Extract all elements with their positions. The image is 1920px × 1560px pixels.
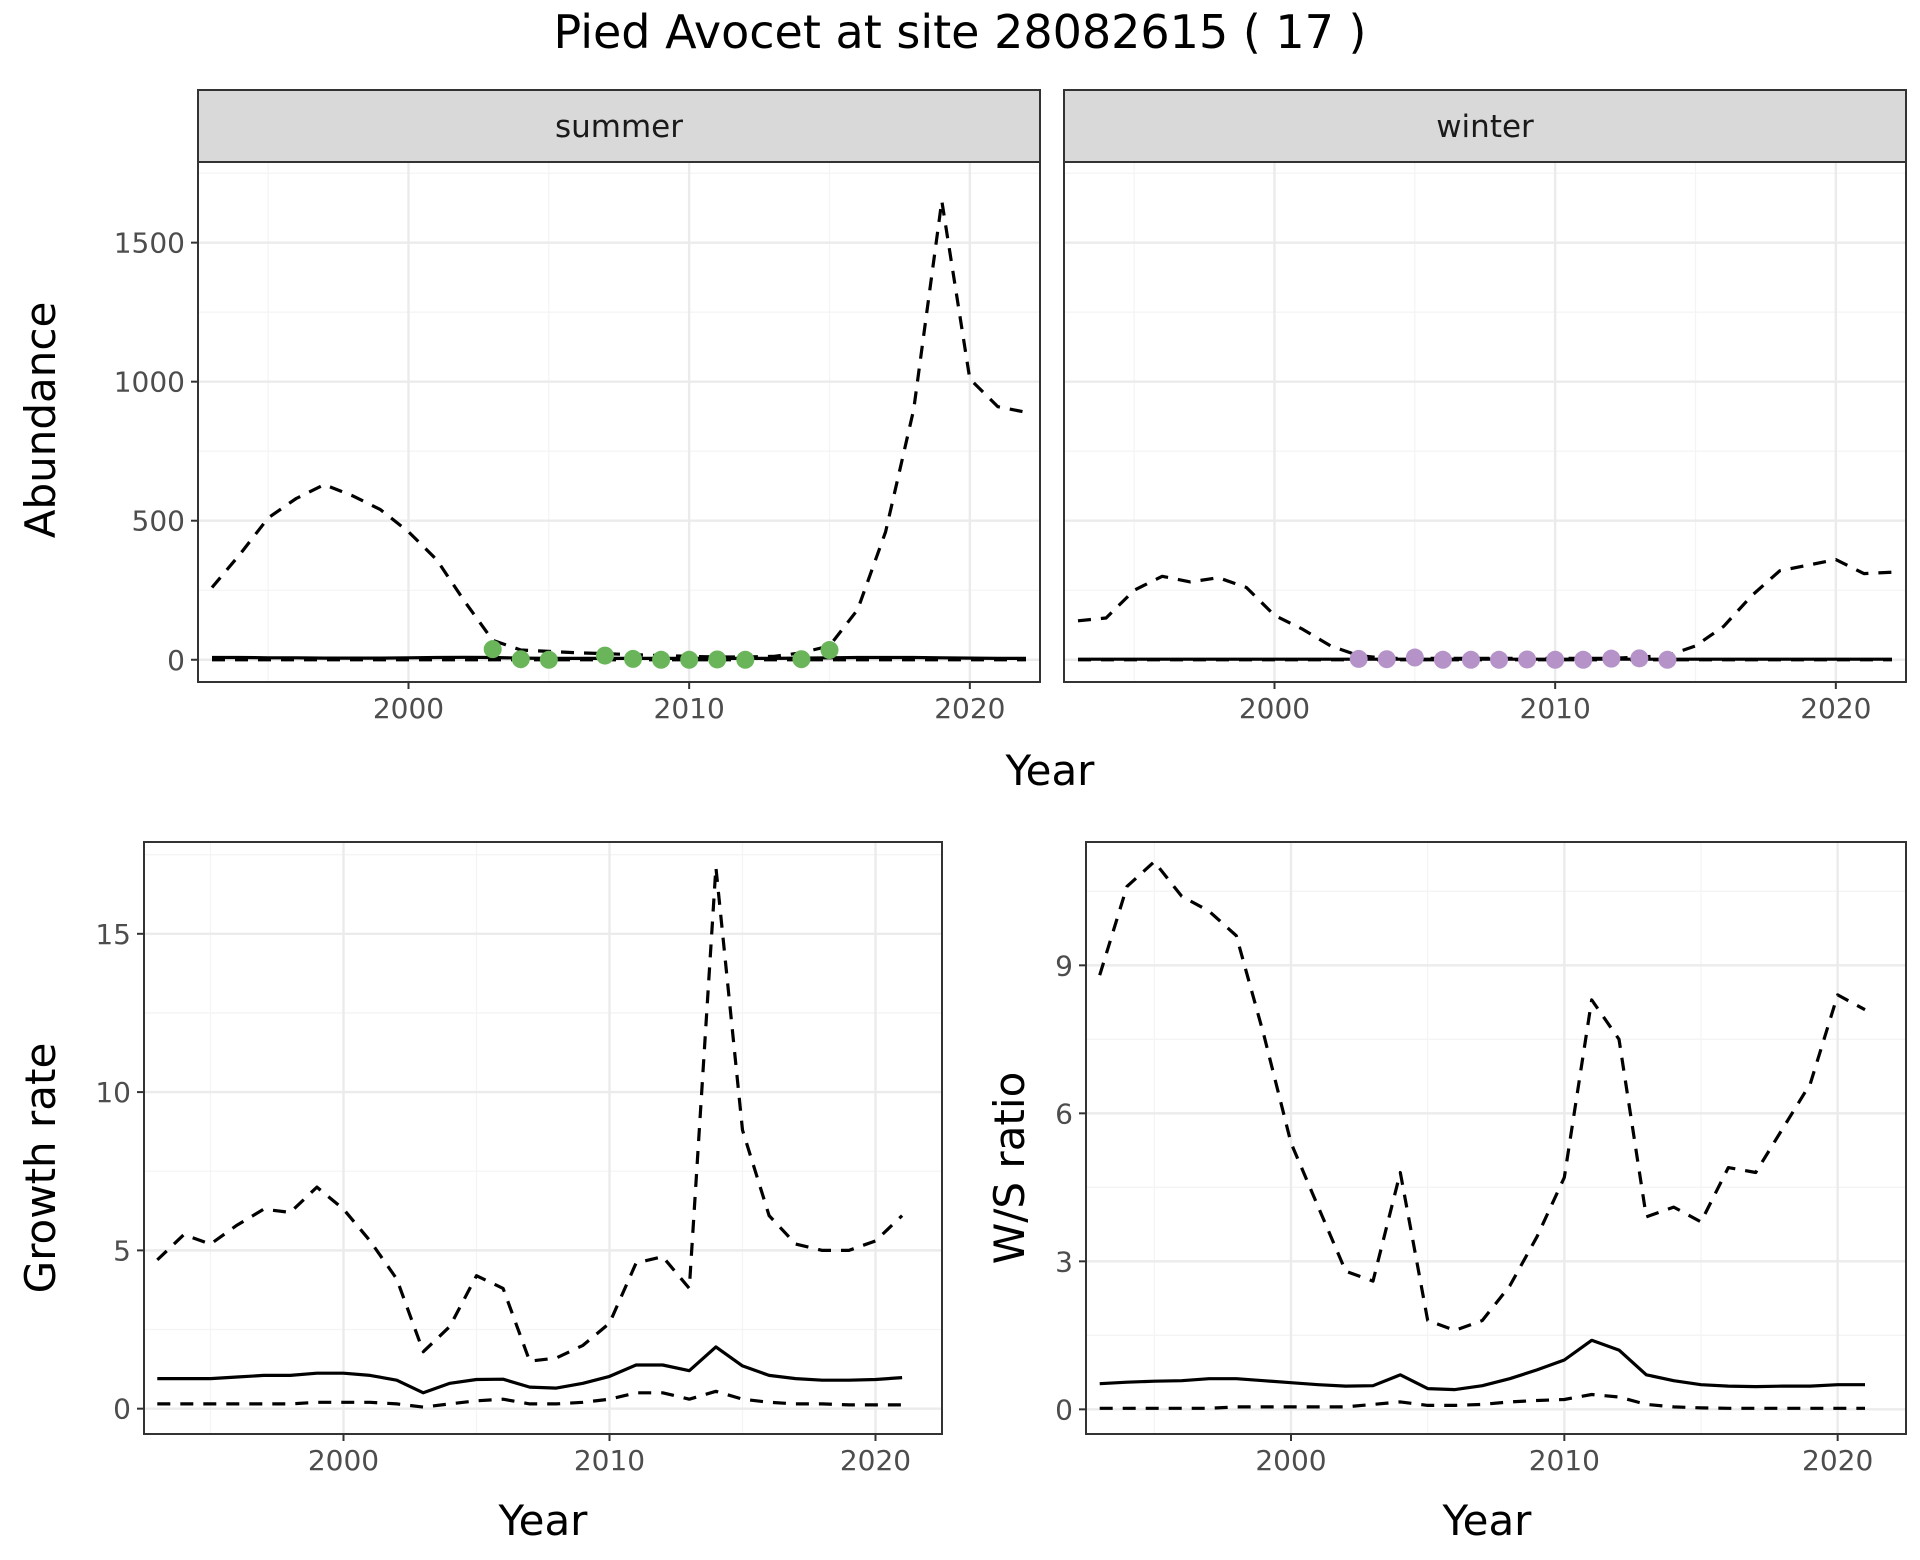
summer-observed-point — [595, 646, 614, 665]
ratio-y-tick-label: 6 — [1055, 1097, 1073, 1130]
growth-y-tick-label: 15 — [95, 918, 131, 951]
growth-plot-background — [144, 842, 942, 1434]
winter-observed-point — [1461, 650, 1480, 669]
growth-upper-bound-line — [156, 865, 904, 1363]
growth-y-tick-label: 0 — [113, 1393, 131, 1426]
ratio-upper-bound-line — [1098, 860, 1866, 1332]
winter-observed-point — [1602, 649, 1621, 668]
summer-observed-point — [483, 640, 502, 659]
summer-observed-point — [820, 641, 839, 660]
ratio-y-axis-title: W/S ratio — [985, 1072, 1034, 1265]
growth-y-axis-title: Growth rate — [16, 1043, 65, 1294]
growth-y-tick-label: 5 — [113, 1234, 131, 1267]
winter-observed-point — [1658, 650, 1677, 669]
summer-plot-background — [198, 162, 1040, 682]
winter-observed-point — [1405, 648, 1424, 667]
ratio-lower-bound-line — [1099, 1392, 1865, 1410]
summer-x-tick-label: 2020 — [934, 692, 1005, 725]
winter-observed-point — [1518, 650, 1537, 669]
ratio-panel: 2000 2010 2020 0 3 6 9 — [1055, 841, 1907, 1477]
growth-panel-border — [143, 841, 943, 1435]
summer-series-group — [210, 199, 1027, 662]
winter-x-tick-label: 2020 — [1800, 692, 1871, 725]
winter-observed-point — [1490, 650, 1509, 669]
winter-series-group — [1077, 558, 1893, 662]
abundance-x-axis-title: Year — [1005, 746, 1096, 795]
winter-panel: 2000 2010 2020 winter — [1063, 89, 1907, 725]
summer-observed-point — [792, 650, 811, 669]
ratio-x-tick-label: 2020 — [1802, 1444, 1873, 1477]
winter-observed-point — [1433, 650, 1452, 669]
figure-title: Pied Avocet at site 28082615 ( 17 ) — [554, 5, 1367, 59]
abundance-y-axis-title: Abundance — [16, 302, 65, 539]
growth-x-tick-label: 2000 — [308, 1444, 379, 1477]
summer-y-tick-label: 1500 — [114, 227, 185, 260]
summer-estimate-line — [212, 655, 1026, 660]
growth-x-tick-label: 2010 — [574, 1444, 645, 1477]
growth-x-tick-label: 2020 — [840, 1444, 911, 1477]
winter-observed-point — [1377, 650, 1396, 669]
growth-y-tick-label: 10 — [95, 1076, 131, 1109]
ratio-y-tick-label: 0 — [1055, 1393, 1073, 1426]
ratio-y-tick-label: 9 — [1055, 949, 1073, 982]
ratio-x-tick-label: 2010 — [1529, 1444, 1600, 1477]
winter-plot-background — [1064, 162, 1906, 682]
growth-estimate-line — [157, 1345, 903, 1395]
winter-facet-label: winter — [1436, 109, 1534, 145]
winter-facet-strip — [1063, 89, 1907, 163]
summer-observed-point — [539, 650, 558, 669]
growth-series-group — [156, 865, 904, 1409]
summer-observed-point — [652, 650, 671, 669]
summer-facet-strip — [197, 89, 1041, 163]
summer-observed-point — [736, 650, 755, 669]
summer-x-tick-label: 2000 — [373, 692, 444, 725]
winter-observed-point — [1546, 650, 1565, 669]
winter-x-tick-label: 2000 — [1239, 692, 1310, 725]
ratio-series-group — [1098, 860, 1866, 1410]
winter-observed-point — [1349, 649, 1368, 668]
growth-lower-bound-line — [157, 1389, 903, 1409]
summer-observed-point — [708, 650, 727, 669]
summer-observed-point — [680, 650, 699, 669]
summer-x-tick-label: 2010 — [654, 692, 725, 725]
winter-observed-point — [1574, 650, 1593, 669]
ratio-estimate-line — [1099, 1338, 1865, 1392]
growth-x-axis-title: Year — [498, 1496, 589, 1545]
summer-observed-point — [511, 650, 530, 669]
summer-facet-label: summer — [555, 109, 683, 145]
growth-panel: 2000 2010 2020 0 5 10 15 — [95, 841, 943, 1477]
summer-y-tick-label: 500 — [132, 505, 185, 538]
summer-upper-bound-line — [210, 199, 1027, 659]
summer-panel: 2000 2010 2020 0 500 1000 1500 summer — [114, 89, 1041, 725]
summer-y-tick-label: 1000 — [114, 366, 185, 399]
winter-observed-point — [1630, 649, 1649, 668]
summer-y-tick-label: 0 — [167, 644, 185, 677]
summer-observed-point — [624, 649, 643, 668]
ratio-x-axis-title: Year — [1442, 1496, 1533, 1545]
ratio-panel-border — [1085, 841, 1907, 1435]
ratio-x-tick-label: 2000 — [1255, 1444, 1326, 1477]
ratio-y-tick-label: 3 — [1055, 1245, 1073, 1278]
winter-x-tick-label: 2010 — [1520, 692, 1591, 725]
ratio-plot-background — [1086, 842, 1906, 1434]
